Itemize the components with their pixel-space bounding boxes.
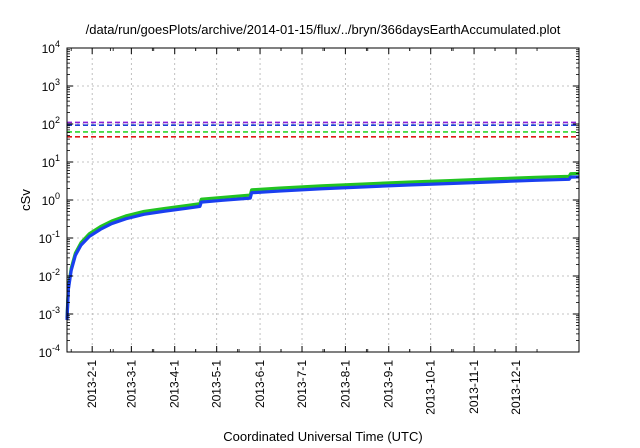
- series-layer: [65, 171, 580, 320]
- x-tick-label: 2013-3-1: [124, 360, 138, 408]
- x-tick-label: 2013-10-1: [424, 360, 438, 415]
- y-tick-label: 104: [42, 39, 60, 56]
- x-tick-label: 2013-2-1: [85, 360, 99, 408]
- x-tick-label: 2013-9-1: [382, 360, 396, 408]
- y-tick-label: 10-3: [39, 305, 60, 322]
- x-tick-label: 2013-8-1: [338, 360, 352, 408]
- x-tick-label: 2013-4-1: [168, 360, 182, 408]
- y-tick-label: 101: [42, 153, 60, 170]
- chart-title: /data/run/goesPlots/archive/2014-01-15/f…: [86, 22, 561, 37]
- series-line-2: [65, 175, 580, 320]
- y-tick-label: 10-2: [39, 267, 60, 284]
- grid: [67, 48, 579, 352]
- x-tick-label: 2013-5-1: [210, 360, 224, 408]
- reference-lines: [67, 121, 579, 138]
- y-tick-label: 10-1: [39, 229, 60, 246]
- y-axis: 10-4 10-3 10-2 10-1 100 101 102 103 104: [39, 39, 579, 360]
- y-tick-label: 10-4: [39, 343, 60, 360]
- x-tick-label: 2013-12-1: [509, 360, 523, 415]
- y-tick-label: 103: [42, 77, 60, 94]
- x-tick-label: 2013-7-1: [295, 360, 309, 408]
- x-tick-label: 2013-11-1: [467, 360, 481, 414]
- series-line-1: [65, 171, 580, 318]
- x-axis-label: Coordinated Universal Time (UTC): [223, 429, 422, 444]
- y-axis-label: cSv: [18, 189, 33, 211]
- y-tick-label: 100: [42, 191, 60, 208]
- y-tick-label: 102: [42, 115, 60, 132]
- x-tick-label: 2013-6-1: [253, 360, 267, 408]
- x-axis: 2013-2-1 2013-3-1 2013-4-1 2013-5-1 2013-6-1…: [70, 48, 538, 415]
